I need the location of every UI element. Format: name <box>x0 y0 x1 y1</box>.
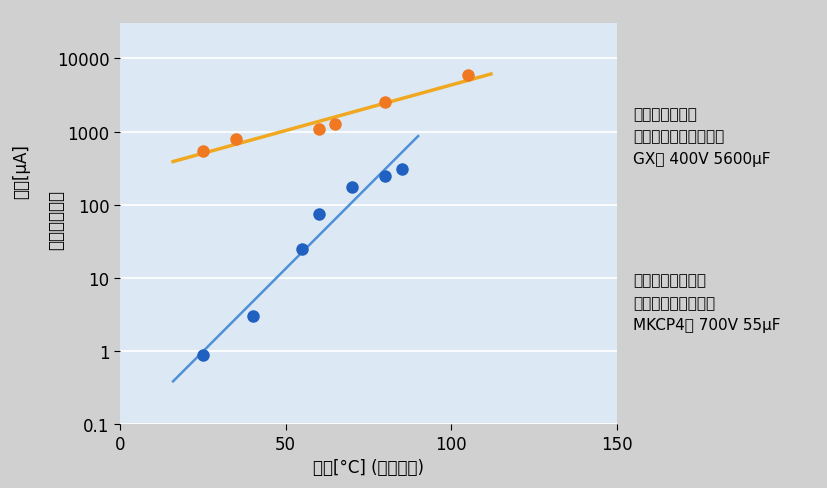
Text: （対数目盛）: （対数目盛） <box>47 190 65 249</box>
Text: 電流[μA]: 電流[μA] <box>12 143 30 198</box>
Text: 当社樹脂ケース形
フィルムコンデンサ
MKCP4形 700V 55μF: 当社樹脂ケース形 フィルムコンデンサ MKCP4形 700V 55μF <box>633 273 780 332</box>
X-axis label: 温度[°C] (通常目盛): 温度[°C] (通常目盛) <box>313 458 423 476</box>
Text: 当社ネジ端子形
アルミ電解コンデンサ
GX形 400V 5600μF: 当社ネジ端子形 アルミ電解コンデンサ GX形 400V 5600μF <box>633 107 770 166</box>
